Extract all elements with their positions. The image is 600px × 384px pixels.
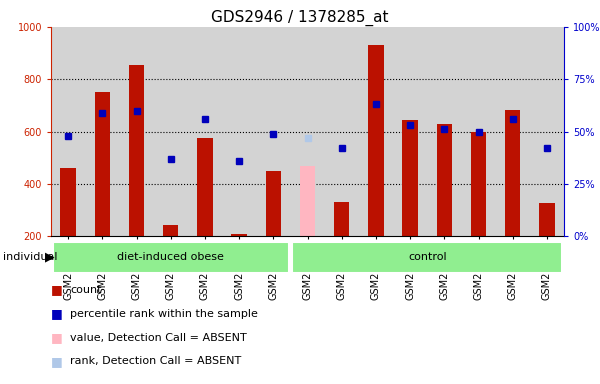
Text: GDS2946 / 1378285_at: GDS2946 / 1378285_at <box>211 10 389 26</box>
Bar <box>471 132 486 236</box>
Text: percentile rank within the sample: percentile rank within the sample <box>70 309 258 319</box>
Text: ■: ■ <box>51 307 63 320</box>
Bar <box>437 124 452 236</box>
Bar <box>95 92 110 236</box>
Bar <box>197 138 212 236</box>
Text: rank, Detection Call = ABSENT: rank, Detection Call = ABSENT <box>70 356 241 366</box>
Bar <box>300 166 315 236</box>
Text: ▶: ▶ <box>45 251 55 264</box>
Text: value, Detection Call = ABSENT: value, Detection Call = ABSENT <box>70 333 247 343</box>
Bar <box>505 110 520 236</box>
Bar <box>61 168 76 236</box>
Bar <box>334 202 349 236</box>
Text: ■: ■ <box>51 331 63 344</box>
Text: individual: individual <box>3 252 58 262</box>
Bar <box>539 204 554 236</box>
Bar <box>266 171 281 236</box>
Bar <box>53 242 289 273</box>
Text: ■: ■ <box>51 283 63 296</box>
Bar <box>368 45 383 236</box>
Bar <box>129 65 144 236</box>
Text: ■: ■ <box>51 355 63 368</box>
Text: diet-induced obese: diet-induced obese <box>117 252 224 262</box>
Text: control: control <box>408 252 446 262</box>
Bar <box>163 225 178 236</box>
Text: count: count <box>70 285 102 295</box>
Bar <box>403 120 418 236</box>
Bar <box>232 234 247 236</box>
Bar <box>292 242 562 273</box>
